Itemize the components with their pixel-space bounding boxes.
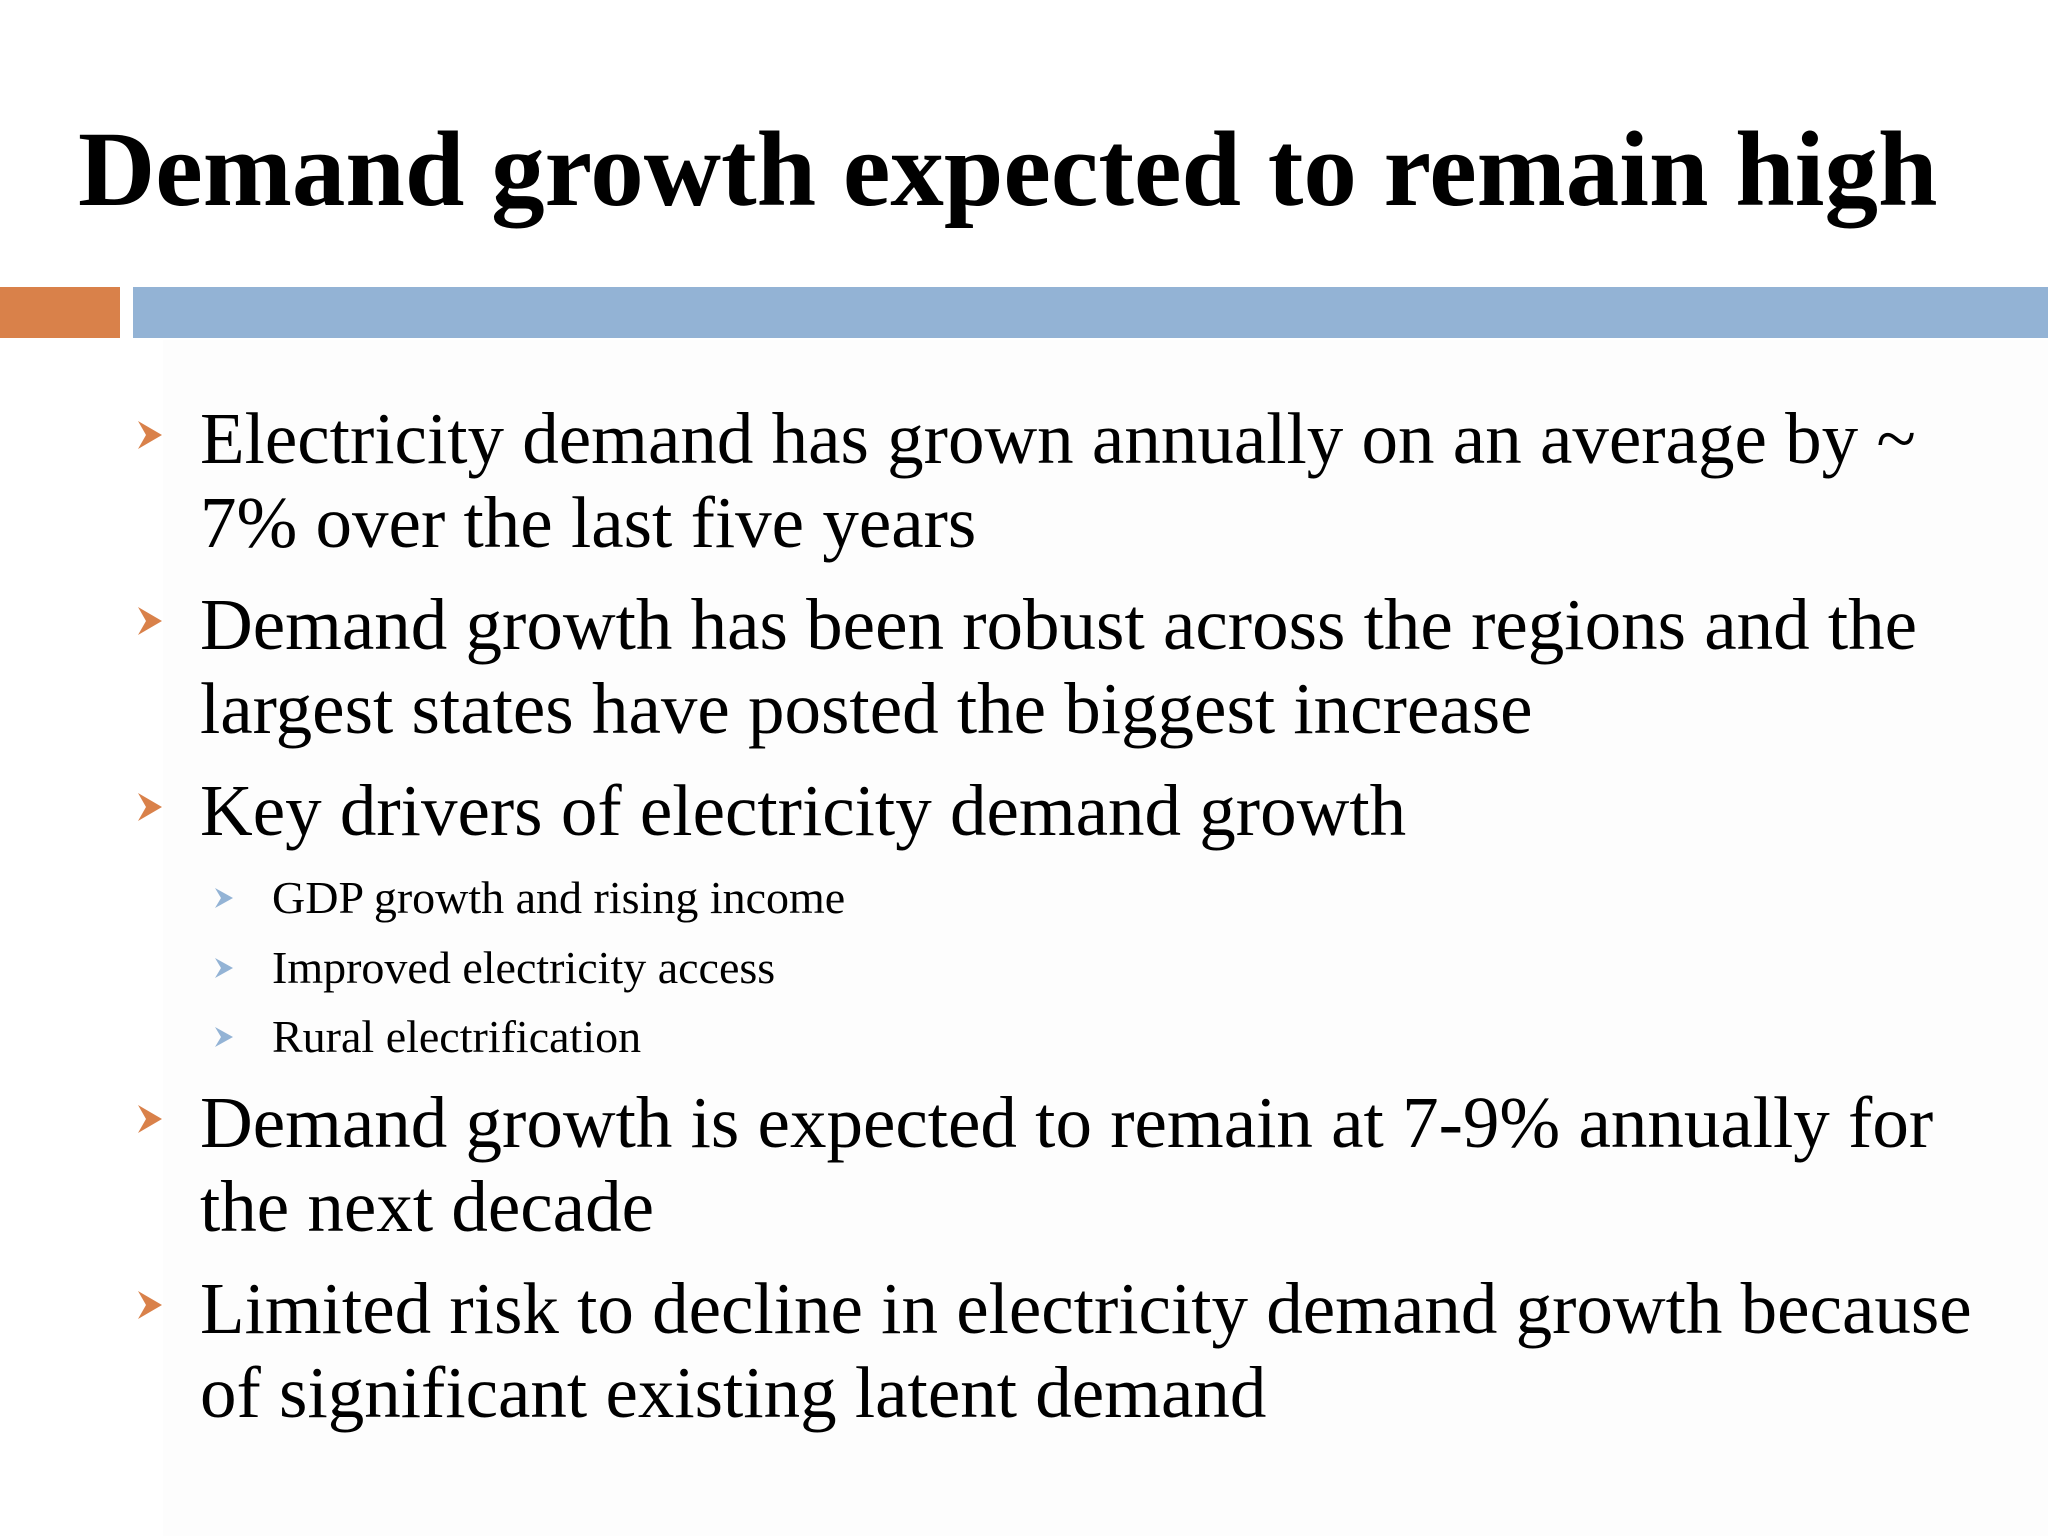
arrowhead-bullet-icon (138, 793, 162, 821)
bullet-text: Electricity demand has grown annually on… (200, 398, 1916, 563)
arrowhead-sub-bullet-icon (215, 888, 233, 908)
arrowhead-sub-bullet-icon (215, 1027, 233, 1047)
sub-bullet-text: Improved electricity access (272, 942, 776, 993)
slide-title: Demand growth expected to remain high (78, 111, 1938, 229)
arrowhead-bullet-icon (138, 421, 162, 449)
content-background (163, 340, 2048, 1536)
title-accent-bar-blue (133, 287, 2048, 338)
sub-bullet-item: Rural electrification (215, 1009, 1772, 1065)
arrowhead-sub-bullet-icon (215, 958, 233, 978)
bullet-text: Limited risk to decline in electricity d… (200, 1268, 1972, 1433)
bullet-item: Demand growth is expected to remain at 7… (138, 1081, 1980, 1249)
arrowhead-bullet-icon (138, 1291, 162, 1319)
title-accent-bar-orange (0, 287, 120, 338)
sub-bullet-item: GDP growth and rising income (215, 870, 1772, 926)
sub-bullet-text: GDP growth and rising income (272, 872, 846, 923)
sub-bullet-text: Rural electrification (272, 1011, 642, 1062)
bullet-item: Electricity demand has grown annually on… (138, 397, 1980, 565)
bullet-item: Demand growth has been robust across the… (138, 583, 1980, 751)
bullet-text: Demand growth has been robust across the… (200, 584, 1918, 749)
arrowhead-bullet-icon (138, 607, 162, 635)
bullet-text: Demand growth is expected to remain at 7… (200, 1082, 1934, 1247)
arrowhead-bullet-icon (138, 1105, 162, 1133)
bullet-item: Key drivers of electricity demand growth (138, 769, 1980, 853)
bullet-item: Limited risk to decline in electricity d… (138, 1267, 1980, 1435)
bullet-text: Key drivers of electricity demand growth (200, 770, 1407, 851)
sub-bullet-item: Improved electricity access (215, 940, 1772, 996)
